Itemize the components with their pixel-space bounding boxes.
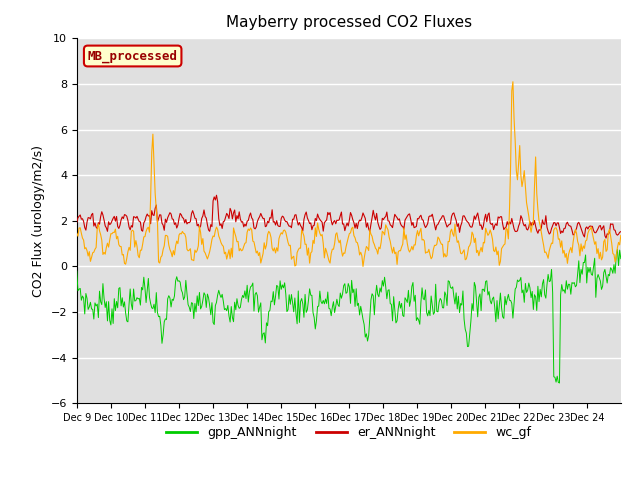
Legend: gpp_ANNnight, er_ANNnight, wc_gf: gpp_ANNnight, er_ANNnight, wc_gf xyxy=(161,421,536,444)
Y-axis label: CO2 Flux (urology/m2/s): CO2 Flux (urology/m2/s) xyxy=(32,145,45,297)
Title: Mayberry processed CO2 Fluxes: Mayberry processed CO2 Fluxes xyxy=(226,15,472,30)
Text: MB_processed: MB_processed xyxy=(88,49,178,63)
